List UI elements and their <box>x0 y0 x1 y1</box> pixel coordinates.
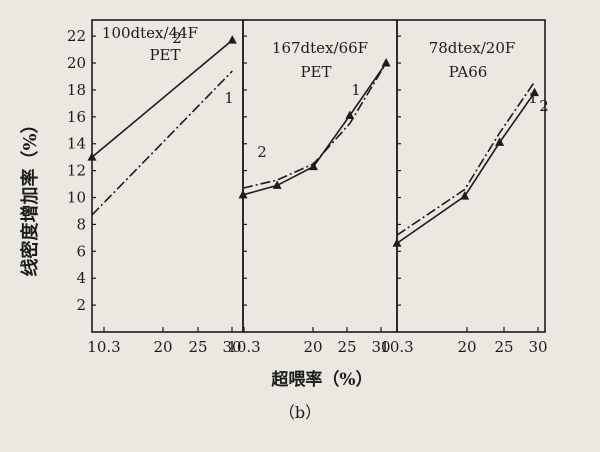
panel-1-series-1-line <box>91 70 233 216</box>
panel-1-title: 100dtex/44F <box>102 24 198 42</box>
panel-1-series-label: 1 <box>224 89 234 107</box>
panel-3-series-2-point <box>495 137 505 146</box>
panel-2-title: 167dtex/66F <box>272 39 368 57</box>
panel-3-series-2-line <box>396 92 536 244</box>
panel-3-series-label: 2 <box>539 97 549 115</box>
panel-2-series-1-line <box>242 62 387 196</box>
panel-2-series-1-point <box>272 180 282 189</box>
panel-3-series-2-point <box>392 238 402 247</box>
panel-2-x-tick-label: 20 <box>303 338 322 356</box>
panel-3-x-tick-label: 10.3 <box>380 338 413 356</box>
y-tick-label: 16 <box>67 108 86 126</box>
panel-1-x-tick-label: 30 <box>222 338 241 356</box>
panel-2: 10.3 20 25 30 167dtex/66F PET 1 2 <box>227 19 398 356</box>
figure-caption: （b） <box>279 403 321 422</box>
panel-2-series-label: 2 <box>257 143 267 161</box>
y-tick-label: 18 <box>67 81 86 99</box>
panel-3-x-tick-label: 25 <box>494 338 513 356</box>
panel-2-series-1-point <box>381 58 391 67</box>
y-tick-label: 20 <box>67 54 86 72</box>
panel-3-frame <box>396 19 546 333</box>
panel-3-series-2-point <box>530 87 540 97</box>
x-axis-title: 超喂率（%） <box>271 369 372 390</box>
panel-2-series-1-point <box>238 189 248 199</box>
y-tick-label: 22 <box>67 27 86 45</box>
panel-1-series-2-point <box>227 35 237 44</box>
panel-3-subtitle: PA66 <box>449 63 488 81</box>
panel-3-title: 78dtex/20F <box>429 39 516 57</box>
y-tick-label: 14 <box>67 135 86 153</box>
y-axis-title: 线密度增加率（%） <box>19 115 41 276</box>
panel-2-x-tick-label: 30 <box>371 338 390 356</box>
panel-1-subtitle: PET <box>149 46 180 64</box>
y-tick-label: 10 <box>67 189 86 207</box>
panel-1-x-tick-label: 10.3 <box>87 338 120 356</box>
panel-2-subtitle: PET <box>300 63 331 81</box>
panel-1-frame <box>91 19 244 333</box>
panel-3-series-2-point <box>460 191 470 200</box>
panel-2-series-1-point <box>345 110 355 119</box>
panel-1-series-2-point <box>87 152 97 161</box>
panel-3-x-tick-label: 30 <box>528 338 547 356</box>
panel-3-series-label: 1 <box>528 89 538 107</box>
panel-1-x-tick-label: 25 <box>188 338 207 356</box>
panel-3-x-tick-label: 20 <box>457 338 476 356</box>
panel-1-series-2-line <box>91 39 233 158</box>
y-tick-label: 6 <box>76 242 86 260</box>
panel-3-series-1-line <box>396 81 536 236</box>
y-tick-label: 4 <box>76 269 86 287</box>
panel-1-x-tick-label: 20 <box>153 338 172 356</box>
panel-1-series-label: 2 <box>172 29 182 47</box>
y-tick-label: 12 <box>67 162 86 180</box>
panel-2-series-1-point <box>308 161 318 171</box>
y-tick-label: 2 <box>76 296 86 314</box>
panel-2-series-label: 1 <box>351 81 361 99</box>
panel-2-x-tick-label: 25 <box>337 338 356 356</box>
panel-2-x-tick-label: 10.3 <box>227 338 260 356</box>
panel-2-series-2-line <box>242 62 387 189</box>
y-tick-label: 8 <box>76 215 86 233</box>
panel-3: 10.3 20 25 30 78dtex/20F PA66 1 2 <box>380 19 549 356</box>
